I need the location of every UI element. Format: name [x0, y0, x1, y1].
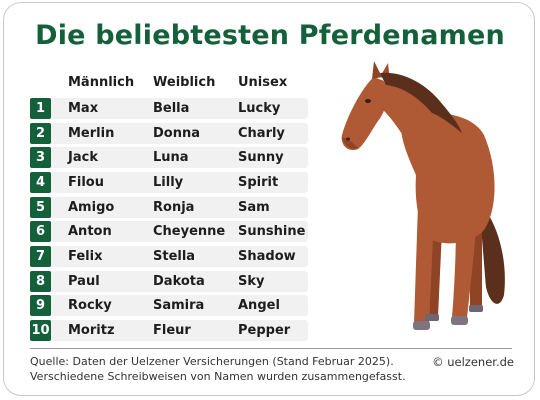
table-row: 9 Rocky Samira Angel — [30, 295, 308, 316]
rank-badge: 10 — [30, 320, 51, 341]
male-name: Max — [68, 101, 99, 116]
female-name: Ronja — [153, 200, 195, 215]
male-name: Moritz — [68, 323, 115, 338]
female-name: Lilly — [153, 175, 184, 190]
table-row: 8 Paul Dakota Sky — [30, 271, 308, 292]
male-name: Jack — [68, 150, 98, 165]
table-row: 6 Anton Cheyenne Sunshine — [30, 221, 308, 242]
unisex-name: Sunshine — [238, 224, 306, 239]
male-name: Amigo — [68, 200, 115, 215]
rank-badge: 5 — [30, 197, 51, 218]
column-header-female: Weiblich — [153, 75, 216, 90]
unisex-name: Charly — [238, 126, 285, 141]
column-header-male: Männlich — [68, 75, 135, 90]
unisex-name: Spirit — [238, 175, 279, 190]
copyright-credit: © uelzener.de — [432, 355, 514, 369]
horse-illustration — [341, 61, 505, 330]
male-name: Merlin — [68, 126, 115, 141]
footer-divider — [30, 348, 512, 349]
column-header-unisex: Unisex — [238, 75, 288, 90]
unisex-name: Lucky — [238, 101, 281, 116]
female-name: Bella — [153, 101, 190, 116]
table-row: 7 Felix Stella Shadow — [30, 246, 308, 267]
female-name: Stella — [153, 249, 196, 264]
rank-badge: 3 — [30, 147, 51, 168]
unisex-name: Sky — [238, 274, 265, 289]
table-row: 3 Jack Luna Sunny — [30, 147, 308, 168]
unisex-name: Angel — [238, 298, 280, 313]
male-name: Felix — [68, 249, 103, 264]
female-name: Samira — [153, 298, 205, 313]
infographic-card: Die beliebtesten Pferdenamen Männlich We… — [3, 2, 535, 396]
female-name: Dakota — [153, 274, 205, 289]
table-row: 2 Merlin Donna Charly — [30, 123, 308, 144]
spelling-note: Verschiedene Schreibweisen von Namen wur… — [30, 370, 406, 383]
male-name: Rocky — [68, 298, 112, 313]
male-name: Anton — [68, 224, 112, 239]
rank-badge: 1 — [30, 98, 51, 119]
rank-badge: 7 — [30, 246, 51, 267]
male-name: Paul — [68, 274, 100, 289]
female-name: Luna — [153, 150, 189, 165]
rank-badge: 8 — [30, 271, 51, 292]
table-row: 5 Amigo Ronja Sam — [30, 197, 308, 218]
rank-badge: 6 — [30, 221, 51, 242]
female-name: Cheyenne — [153, 224, 226, 239]
table-row: 10 Moritz Fleur Pepper — [30, 320, 308, 341]
unisex-name: Pepper — [238, 323, 291, 338]
male-name: Filou — [68, 175, 104, 190]
source-note: Quelle: Daten der Uelzener Versicherunge… — [30, 355, 394, 368]
table-row: 1 Max Bella Lucky — [30, 98, 308, 119]
rank-badge: 2 — [30, 123, 51, 144]
page-title: Die beliebtesten Pferdenamen — [35, 20, 505, 51]
female-name: Donna — [153, 126, 201, 141]
rank-badge: 9 — [30, 295, 51, 316]
table-row: 4 Filou Lilly Spirit — [30, 172, 308, 193]
unisex-name: Sam — [238, 200, 270, 215]
female-name: Fleur — [153, 323, 191, 338]
rank-badge: 4 — [30, 172, 51, 193]
unisex-name: Sunny — [238, 150, 284, 165]
unisex-name: Shadow — [238, 249, 296, 264]
